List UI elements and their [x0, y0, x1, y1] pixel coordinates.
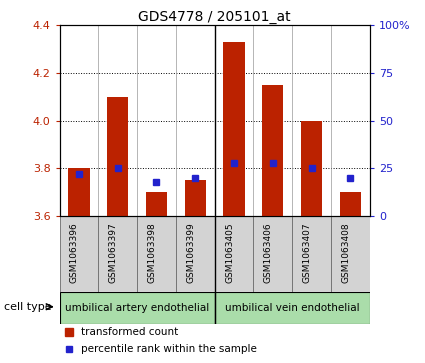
Text: GSM1063407: GSM1063407: [303, 222, 312, 283]
Text: transformed count: transformed count: [81, 327, 178, 337]
Text: GSM1063408: GSM1063408: [341, 222, 350, 283]
Bar: [331, 216, 370, 292]
Text: GSM1063397: GSM1063397: [109, 222, 118, 283]
Text: GSM1063405: GSM1063405: [225, 222, 234, 283]
Bar: [301, 121, 322, 216]
Bar: [184, 180, 206, 216]
Bar: [137, 216, 176, 292]
Text: GSM1063398: GSM1063398: [147, 222, 156, 283]
Bar: [253, 216, 292, 292]
Bar: [68, 168, 90, 216]
Bar: [292, 216, 331, 292]
Text: cell type: cell type: [4, 302, 52, 312]
Bar: [215, 292, 370, 324]
Text: umbilical artery endothelial: umbilical artery endothelial: [65, 303, 209, 313]
Text: GSM1063396: GSM1063396: [70, 222, 79, 283]
Bar: [107, 97, 128, 216]
Bar: [98, 216, 137, 292]
Text: GSM1063406: GSM1063406: [264, 222, 273, 283]
Bar: [262, 85, 283, 216]
Bar: [146, 192, 167, 216]
Text: umbilical vein endothelial: umbilical vein endothelial: [225, 303, 360, 313]
Bar: [224, 42, 245, 216]
Bar: [215, 216, 253, 292]
Bar: [60, 216, 98, 292]
Bar: [176, 216, 215, 292]
Bar: [340, 192, 361, 216]
Title: GDS4778 / 205101_at: GDS4778 / 205101_at: [138, 11, 291, 24]
Text: percentile rank within the sample: percentile rank within the sample: [81, 344, 257, 354]
Bar: [60, 292, 215, 324]
Text: GSM1063399: GSM1063399: [186, 222, 195, 283]
